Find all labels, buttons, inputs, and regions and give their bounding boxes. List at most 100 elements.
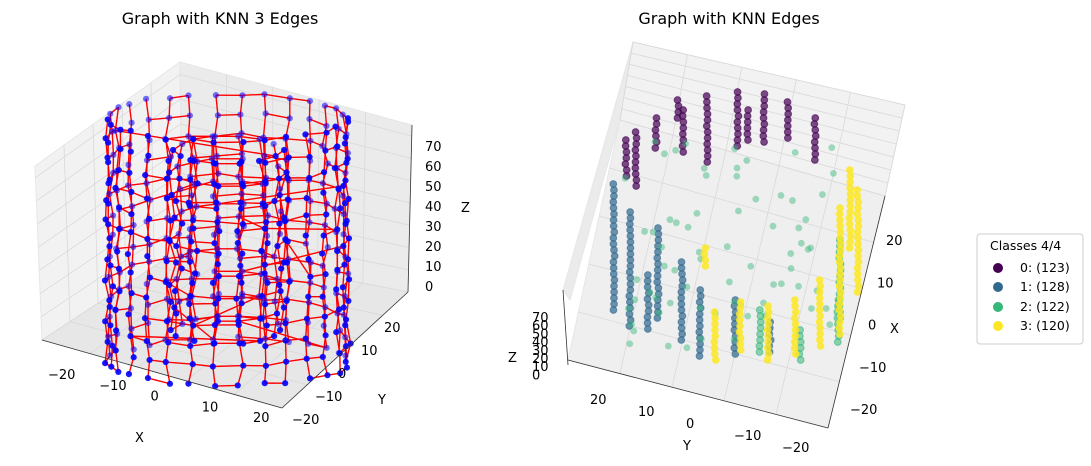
class-node [660,150,668,158]
class-node [666,299,674,307]
graph-node [215,295,222,302]
left-x-ticks: −20 −10 0 10 20 [48,368,270,426]
graph-node [277,208,284,215]
knn-edge [305,358,311,379]
knn-edge [169,94,189,99]
class-node [795,282,802,290]
graph-node [212,382,219,390]
graph-node [178,253,185,260]
graph-node [127,333,134,340]
graph-node [263,322,270,329]
class-node [789,197,796,204]
left-floor-grid-line [89,256,228,354]
graph-node [270,140,277,148]
knn-edge [262,113,267,138]
knn-edge [321,125,328,147]
knn-edge [285,138,311,142]
graph-node [171,304,178,311]
graph-node [262,335,269,342]
graph-node [345,297,352,305]
graph-node [146,356,153,364]
class-node [736,346,745,354]
graph-node [262,343,269,350]
graph-node [258,270,265,278]
graph-node [285,256,292,263]
class-node [755,348,764,356]
class-node [733,142,742,150]
class-node [763,356,772,364]
graph-node [342,343,350,350]
graph-node [320,232,327,239]
graph-node [340,210,347,218]
right-class-nodes [609,88,863,364]
left-z-tick-label: 30 [425,220,442,235]
graph-node [191,180,198,188]
graph-node [147,196,154,203]
graph-node [190,322,197,329]
graph-node [319,142,326,149]
graph-node [343,364,351,371]
left-graph-nodes [101,91,354,390]
graph-node [261,380,268,387]
graph-node [176,298,183,305]
graph-node [215,290,222,297]
knn-edge [127,253,132,273]
class-node [726,278,733,286]
right-y-tick-label: 10 [638,405,655,420]
knn-edge [283,239,287,263]
graph-node [332,144,340,151]
class-node [653,314,662,322]
graph-node [105,221,112,228]
right-floor-grid-line [671,150,727,388]
class-node [802,216,810,223]
graph-node [185,133,192,140]
graph-node [105,273,112,280]
knn-edge [193,135,213,140]
knn-edge [127,232,132,255]
class-node [770,281,777,288]
graph-node [185,92,192,99]
knn-edge [166,298,170,320]
knn-edge [165,342,170,363]
class-node [784,134,792,142]
knn-edge [165,238,168,259]
left-x-tick-label: 10 [202,400,219,415]
knn-edge [242,221,267,225]
graph-node [104,338,111,345]
class-node [641,228,648,235]
knn-edge [241,193,264,197]
knn-edge [192,295,260,327]
left-plot-title: Graph with KNN 3 Edges [122,9,319,28]
class-node [683,283,691,291]
class-node [684,223,692,231]
graph-node [130,354,137,361]
graph-node [319,262,326,269]
right-wall-grid-line [619,41,634,121]
graph-node [261,152,268,159]
graph-node [319,353,326,361]
graph-node [333,165,340,172]
graph-node [166,95,174,102]
right-grid [578,41,906,415]
graph-node [106,313,113,320]
knn-edge [238,320,327,349]
knn-edge [213,271,220,294]
graph-node [144,374,152,382]
class-node [651,138,659,145]
knn-edge [129,336,135,358]
knn-edge [147,377,171,385]
graph-node [104,116,111,123]
class-node [830,169,837,177]
graph-node [337,205,344,212]
knn-edge [286,219,310,224]
graph-node [271,298,278,305]
legend-title: Classes 4/4 [990,238,1061,253]
graph-node [240,183,247,190]
graph-node [334,268,341,275]
knn-edge [104,341,109,364]
knn-edge [279,307,285,331]
graph-node [283,358,290,365]
graph-node [343,159,350,166]
knn-edge [336,168,340,189]
graph-node [179,140,186,148]
